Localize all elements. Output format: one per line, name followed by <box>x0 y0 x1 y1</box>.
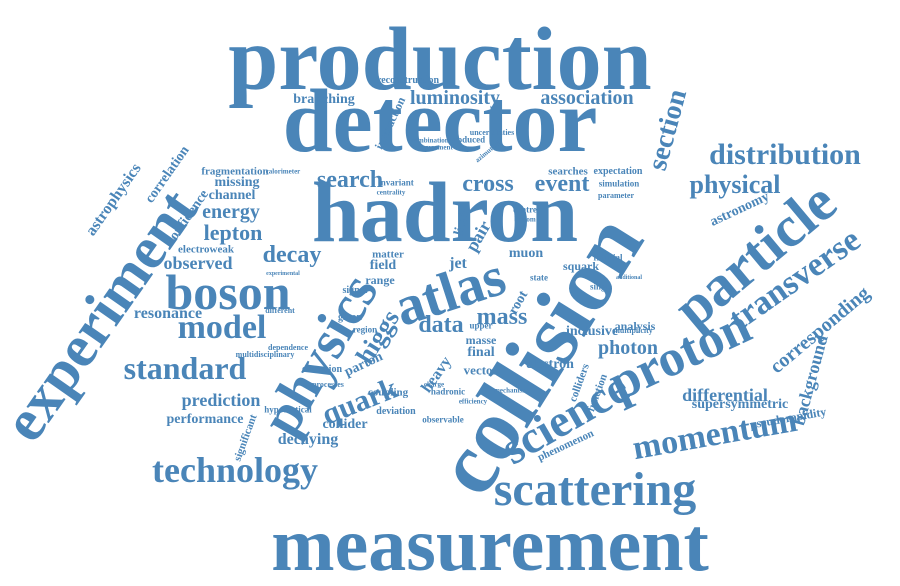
word-matter: matter <box>372 248 404 261</box>
word-supersymmetric: supersymmetric <box>691 397 789 412</box>
word-production: production <box>228 10 652 109</box>
word-final: final <box>467 345 495 360</box>
word-uncertainties: uncertainties <box>469 128 515 137</box>
word-lepton: lepton <box>203 220 263 245</box>
word-agreement: agreement <box>421 143 453 152</box>
word-range: range <box>365 273 395 287</box>
word-searches: searches <box>548 165 588 178</box>
word-centre: centre <box>513 204 537 215</box>
word-fiducial: fiducial <box>593 252 623 263</box>
word-efficiency: efficiency <box>458 397 488 406</box>
word-field: field <box>369 258 397 273</box>
word-single: single <box>589 281 613 292</box>
word-region: region <box>352 324 378 335</box>
word-decaying: decaying <box>277 431 339 448</box>
word-multiplicity: multiplicity <box>613 326 653 335</box>
word-performance: performance <box>166 412 244 427</box>
word-gluon: gluon <box>338 312 362 323</box>
word-distribution: distribution <box>709 138 861 171</box>
word-electron: electron <box>526 357 574 372</box>
word-calorimeter: calorimeter <box>265 167 301 176</box>
word-combination: combination <box>411 136 449 145</box>
word-inclusive: inclusive <box>565 324 619 339</box>
word-dependence: dependence <box>268 343 308 352</box>
word-detector: detector <box>282 72 598 171</box>
word-expectation: expectation <box>593 166 643 177</box>
word-muon: muon <box>508 246 544 261</box>
word-data: data <box>418 312 464 338</box>
word-event: event <box>534 171 590 197</box>
word-different: different <box>265 306 295 315</box>
word-masse: masse <box>465 333 497 347</box>
word-upper: upper <box>469 320 493 331</box>
word-association: association <box>540 87 634 109</box>
word-deviation: deviation <box>376 406 416 417</box>
word-resonance: resonance <box>133 305 203 322</box>
word-decay: decay <box>262 242 322 268</box>
word-hadron: hadron <box>311 164 579 260</box>
word-additional: additional <box>615 275 643 281</box>
word-squark: squark <box>562 259 600 273</box>
word-mechanism: mechanism <box>494 386 528 395</box>
word-physical: physical <box>689 170 781 199</box>
word-standard: standard <box>123 350 247 386</box>
word-differential: differential <box>682 385 768 405</box>
word-luminosity: luminosity <box>409 87 501 109</box>
word-electroweak: electroweak <box>178 243 234 256</box>
word-reconstruction: reconstruction <box>376 75 440 86</box>
word-search: search <box>316 167 384 193</box>
word-photon: photon <box>597 337 659 359</box>
word-channel: channel <box>208 188 256 203</box>
word-parameter: parameter <box>598 191 634 200</box>
word-coupling: coupling <box>367 386 409 399</box>
word-mass: mass <box>476 304 528 330</box>
word-observed: observed <box>163 253 233 273</box>
word-state: state <box>530 272 548 283</box>
word-extension: extension <box>302 364 342 375</box>
word-vector: vector <box>463 362 499 378</box>
word-observable: observable <box>422 414 464 425</box>
word-technology: technology <box>152 450 318 490</box>
word-invariant: invariant <box>378 177 414 188</box>
word-simulation: simulation <box>598 178 640 189</box>
word-centrality: centrality <box>376 188 406 197</box>
word-experimental: experimental <box>266 271 300 277</box>
word-charge: charge <box>423 380 445 389</box>
word-boson: boson <box>165 264 291 320</box>
word-scattering: scattering <box>493 463 697 516</box>
word-jet: jet <box>449 255 467 272</box>
word-model: model <box>177 309 267 346</box>
word-bottom: bottom <box>514 215 536 224</box>
word-signal: signal <box>342 285 368 296</box>
word-analysis: analysis <box>614 319 656 333</box>
word-hadronic: hadronic <box>430 386 466 397</box>
word-hypothetical: hypothetical <box>264 404 312 415</box>
word-cross: cross <box>462 171 514 197</box>
word-missing: missing <box>214 175 260 190</box>
word-multidisciplinary: multidisciplinary <box>235 350 295 359</box>
word-processes: processes <box>312 380 344 389</box>
word-fragmentation: fragmentation <box>201 165 269 178</box>
word-energy: energy <box>202 201 260 223</box>
word-collider: collider <box>322 417 368 432</box>
word-branching: branching <box>293 92 355 107</box>
word-measurement: measurement <box>271 503 709 586</box>
word-prediction: prediction <box>181 390 261 410</box>
word-produced: produced <box>448 134 486 145</box>
